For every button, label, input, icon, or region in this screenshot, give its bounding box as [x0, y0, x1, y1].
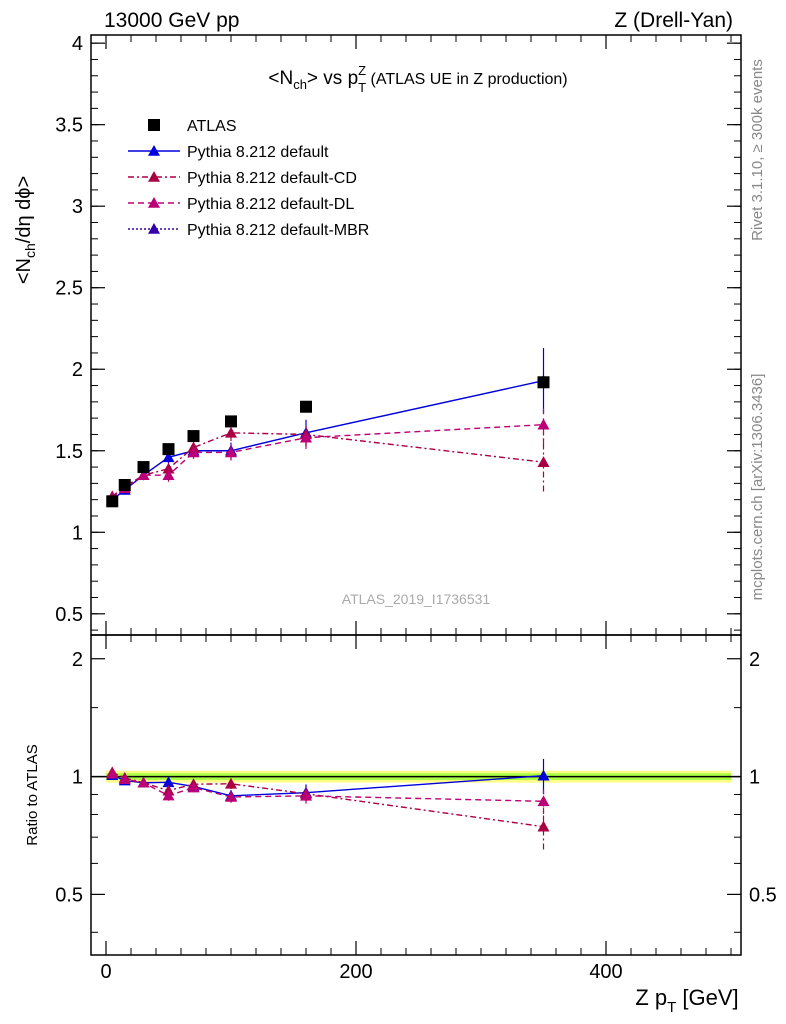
chart-title: <Nch> vs pZ T (ATLAS UE in Z production)	[268, 63, 567, 95]
process-label: Z (Drell-Yan)	[614, 9, 733, 32]
ratio-point	[118, 773, 131, 785]
ratio-point	[137, 776, 150, 788]
ratio-point	[106, 767, 119, 779]
y-tick-label: 2.5	[55, 278, 83, 300]
y-tick-label: 3.5	[55, 115, 83, 137]
rivet-label: Rivet 3.1.10, ≥ 300k events	[749, 59, 766, 241]
y-tick-label: 1.5	[55, 441, 83, 463]
series-group	[106, 348, 550, 850]
legend-label: Pythia 8.212 default	[187, 144, 329, 161]
legend-marker	[148, 171, 160, 182]
ratio-point	[537, 820, 550, 832]
y-tick-label: 2	[72, 359, 83, 381]
ratio-point	[162, 776, 175, 788]
legend-marker	[148, 197, 160, 208]
ratio-tick-label: 2	[72, 649, 83, 671]
atlas-data-point	[106, 495, 119, 508]
y-tick-label: 1	[72, 522, 83, 544]
data-point	[300, 431, 312, 443]
series-line	[111, 423, 544, 499]
x-axis-label: Z pT [GeV]	[635, 985, 738, 1016]
atlas-data-point	[225, 415, 237, 428]
series-line	[111, 379, 544, 501]
ratio-point	[300, 789, 312, 801]
ratio-point	[187, 781, 200, 793]
series-1	[106, 348, 550, 802]
ratio-point	[537, 795, 550, 807]
legend-label: Pythia 8.212 default-DL	[187, 196, 354, 213]
series-line	[111, 432, 544, 497]
ratio-point	[225, 777, 237, 789]
x-tick-label: 200	[339, 961, 372, 983]
ratio-series-line	[111, 773, 544, 802]
legend-marker	[148, 145, 160, 156]
legend: ATLAS Pythia 8.212 default Pythia 8.212 de…	[128, 118, 369, 239]
data-point	[187, 446, 200, 458]
collision-label: 13000 GeV pp	[104, 9, 239, 32]
series-3	[106, 405, 550, 815]
mcplots-label: mcplots.cern.ch [arXiv:1306.3436]	[749, 374, 766, 601]
legend-label: Pythia 8.212 default-CD	[187, 170, 357, 187]
legend-label: ATLAS	[187, 118, 237, 135]
atlas-data-point	[118, 479, 131, 491]
data-point	[537, 418, 550, 430]
atlas-data-point	[300, 400, 312, 413]
ratio-point	[537, 769, 550, 781]
ratio-band	[91, 770, 741, 783]
ratio-point	[162, 789, 175, 801]
x-tick-label: 0	[100, 961, 111, 983]
ratio-point	[225, 790, 237, 802]
x-tick-label: 400	[589, 961, 622, 983]
series-atlas	[106, 376, 550, 508]
data-point	[162, 462, 175, 474]
data-point	[225, 446, 237, 458]
y-tick-label: 4	[72, 33, 83, 55]
ratio-tick-label-right: 1	[749, 767, 760, 789]
legend-marker	[148, 119, 160, 131]
analysis-watermark: ATLAS_2019_I1736531	[342, 591, 491, 607]
ratio-tick-label: 0.5	[55, 884, 83, 906]
atlas-data-point	[137, 461, 150, 474]
data-point	[162, 469, 175, 481]
legend-marker	[148, 223, 160, 234]
y-tick-label: 0.5	[55, 604, 83, 626]
data-point	[162, 451, 175, 463]
ratio-tick-label-right: 2	[749, 649, 760, 671]
data-point	[225, 426, 237, 438]
atlas-data-point	[537, 376, 550, 389]
atlas-data-point	[162, 443, 175, 456]
y-tick-label: 3	[72, 196, 83, 218]
ratio-panel-frame	[90, 634, 742, 956]
data-point	[137, 469, 150, 481]
ratio-axis-label: Ratio to ATLAS	[24, 744, 41, 845]
axes: 0.5 1 1.5 2 2.5 3 3.5 4 0 200 400 0.5 0.5 1 1 2 2	[55, 33, 777, 983]
legend-label: Pythia 8.212 default-MBR	[187, 222, 369, 239]
atlas-data-point	[187, 430, 200, 443]
data-point	[537, 456, 550, 467]
ratio-tick-label: 1	[72, 767, 83, 789]
y-axis-label: <Nch/dη dϕ>	[13, 176, 38, 284]
ratio-tick-label-right: 0.5	[749, 884, 777, 906]
